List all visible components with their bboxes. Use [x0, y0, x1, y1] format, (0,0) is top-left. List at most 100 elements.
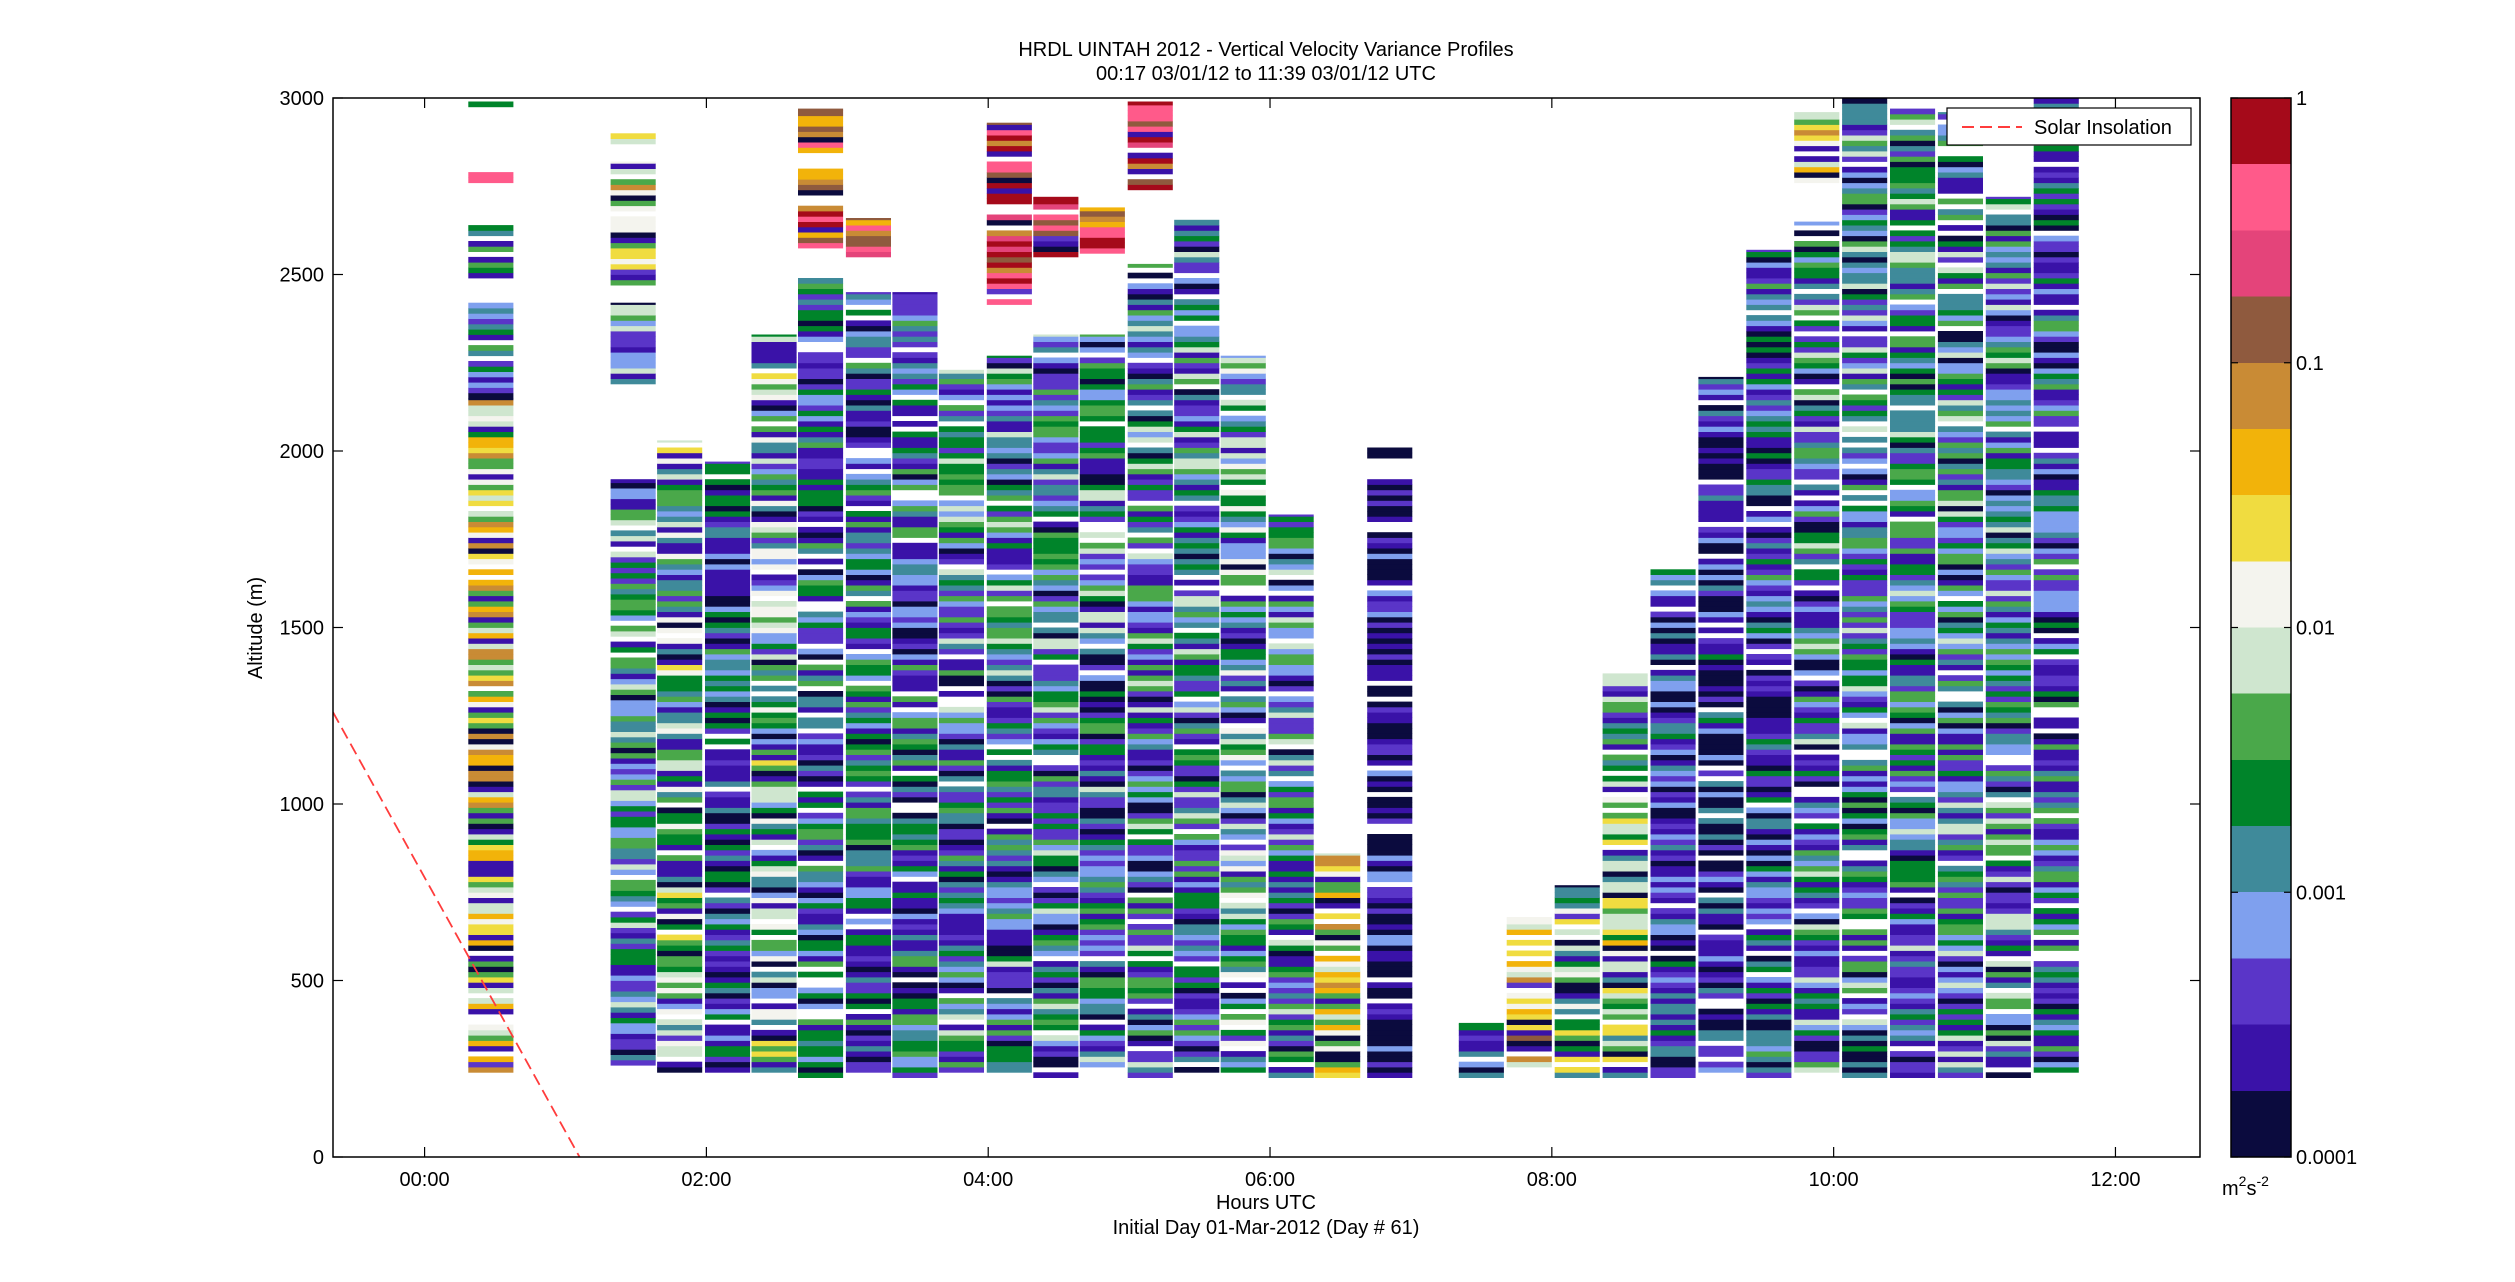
x-tick-label: 08:00 — [1527, 1169, 1577, 1191]
heatmap-cell — [1127, 701, 1173, 708]
heatmap-cell — [1650, 1067, 1696, 1073]
heatmap-cell — [1220, 860, 1266, 867]
heatmap-cell — [705, 897, 751, 904]
heatmap-cell — [2033, 855, 2079, 861]
heatmap-cell — [1602, 924, 1648, 930]
heatmap-cell — [845, 558, 891, 565]
heatmap-cell — [1746, 601, 1792, 607]
heatmap-cell — [1367, 860, 1413, 867]
y-tick-label: 1500 — [280, 618, 325, 640]
heatmap-cell — [1746, 770, 1792, 777]
heatmap-cell — [1367, 616, 1413, 623]
heatmap-cell — [468, 302, 514, 309]
heatmap-cell — [705, 489, 751, 496]
heatmap-cell — [1033, 749, 1079, 755]
heatmap-cell — [1937, 1061, 1983, 1068]
heatmap-cell — [610, 551, 656, 558]
heatmap-cell — [1937, 241, 1983, 247]
heatmap-cell — [751, 611, 797, 618]
heatmap-cell — [2033, 908, 2079, 914]
heatmap-cell — [1794, 654, 1840, 660]
heatmap-cell — [986, 505, 1032, 512]
heatmap-cell — [1890, 992, 1936, 999]
heatmap-cell — [938, 966, 984, 973]
heatmap-cell — [1985, 654, 2031, 660]
heatmap-cell — [1220, 479, 1266, 485]
heatmap-cell — [2033, 1019, 2079, 1025]
heatmap-cell — [1746, 331, 1792, 337]
heatmap-cell — [468, 489, 514, 496]
heatmap-cell — [1842, 691, 1888, 697]
heatmap-cell — [1842, 542, 1888, 549]
heatmap-cell — [657, 479, 703, 485]
heatmap-cell — [1079, 818, 1125, 824]
heatmap-cell — [1602, 673, 1648, 676]
heatmap-cell — [610, 985, 656, 992]
heatmap-cell — [1127, 1067, 1173, 1073]
heatmap-cell — [1890, 971, 1936, 978]
heatmap-cell — [468, 622, 514, 628]
heatmap-cell — [751, 458, 797, 464]
heatmap-cell — [845, 537, 891, 544]
heatmap-cell — [468, 977, 514, 983]
heatmap-cell — [986, 1045, 1032, 1052]
heatmap-cell — [2033, 611, 2079, 618]
heatmap-cell — [1794, 632, 1840, 639]
heatmap-cell — [1127, 542, 1173, 549]
heatmap-cell — [705, 648, 751, 655]
heatmap-cell — [1650, 987, 1696, 994]
heatmap-cell — [1458, 1040, 1504, 1047]
heatmap-cell — [1315, 987, 1361, 994]
heatmap-cell — [845, 241, 891, 247]
heatmap-cell — [1033, 781, 1079, 787]
heatmap-cell — [2033, 542, 2079, 549]
heatmap-cell — [845, 1014, 891, 1020]
heatmap-cell — [938, 871, 984, 877]
heatmap-cell — [1268, 627, 1314, 634]
heatmap-cell — [1220, 701, 1266, 708]
heatmap-cell — [1367, 770, 1413, 777]
heatmap-cell — [705, 823, 751, 830]
heatmap-cell — [1220, 924, 1266, 930]
heatmap-cell — [1650, 934, 1696, 941]
heatmap-cell — [1746, 458, 1792, 464]
heatmap-cell — [1937, 902, 1983, 909]
heatmap-cell — [2033, 675, 2079, 681]
heatmap-cell — [845, 744, 891, 750]
heatmap-cell — [1174, 256, 1220, 263]
heatmap-cell — [1985, 1003, 2031, 1010]
heatmap-cell — [1794, 876, 1840, 883]
heatmap-cell — [798, 871, 844, 877]
heatmap-cell — [1842, 601, 1888, 607]
heatmap-cell — [1506, 992, 1552, 999]
heatmap-cell — [1746, 860, 1792, 867]
heatmap-cell — [1554, 982, 1600, 988]
heatmap-cell — [1127, 802, 1173, 808]
heatmap-cell — [468, 892, 514, 898]
heatmap-cell — [1602, 812, 1648, 819]
heatmap-cell — [705, 876, 751, 883]
heatmap-cell — [1890, 325, 1936, 332]
heatmap-cell — [1937, 368, 1983, 374]
heatmap-cell — [1033, 574, 1079, 581]
heatmap-cell — [1033, 982, 1079, 988]
heatmap-cell — [610, 535, 656, 542]
heatmap-cell — [1127, 643, 1173, 650]
heatmap-cell — [2033, 913, 2079, 920]
heatmap-cell — [1033, 654, 1079, 660]
heatmap-cell — [1842, 579, 1888, 586]
heatmap-cell — [1174, 823, 1220, 830]
heatmap-cell — [798, 442, 844, 448]
heatmap-cell — [657, 701, 703, 708]
heatmap-cell — [1794, 436, 1840, 443]
heatmap-cell — [1746, 728, 1792, 734]
heatmap-cell — [1268, 1040, 1314, 1047]
heatmap-cell — [705, 553, 751, 560]
heatmap-cell — [1367, 447, 1413, 454]
heatmap-cell — [1602, 1045, 1648, 1052]
heatmap-cell — [2033, 288, 2079, 295]
heatmap-cell — [2033, 998, 2079, 1004]
heatmap-cell — [1937, 463, 1983, 470]
heatmap-cell — [1890, 616, 1936, 623]
heatmap-cell — [1985, 251, 2031, 258]
